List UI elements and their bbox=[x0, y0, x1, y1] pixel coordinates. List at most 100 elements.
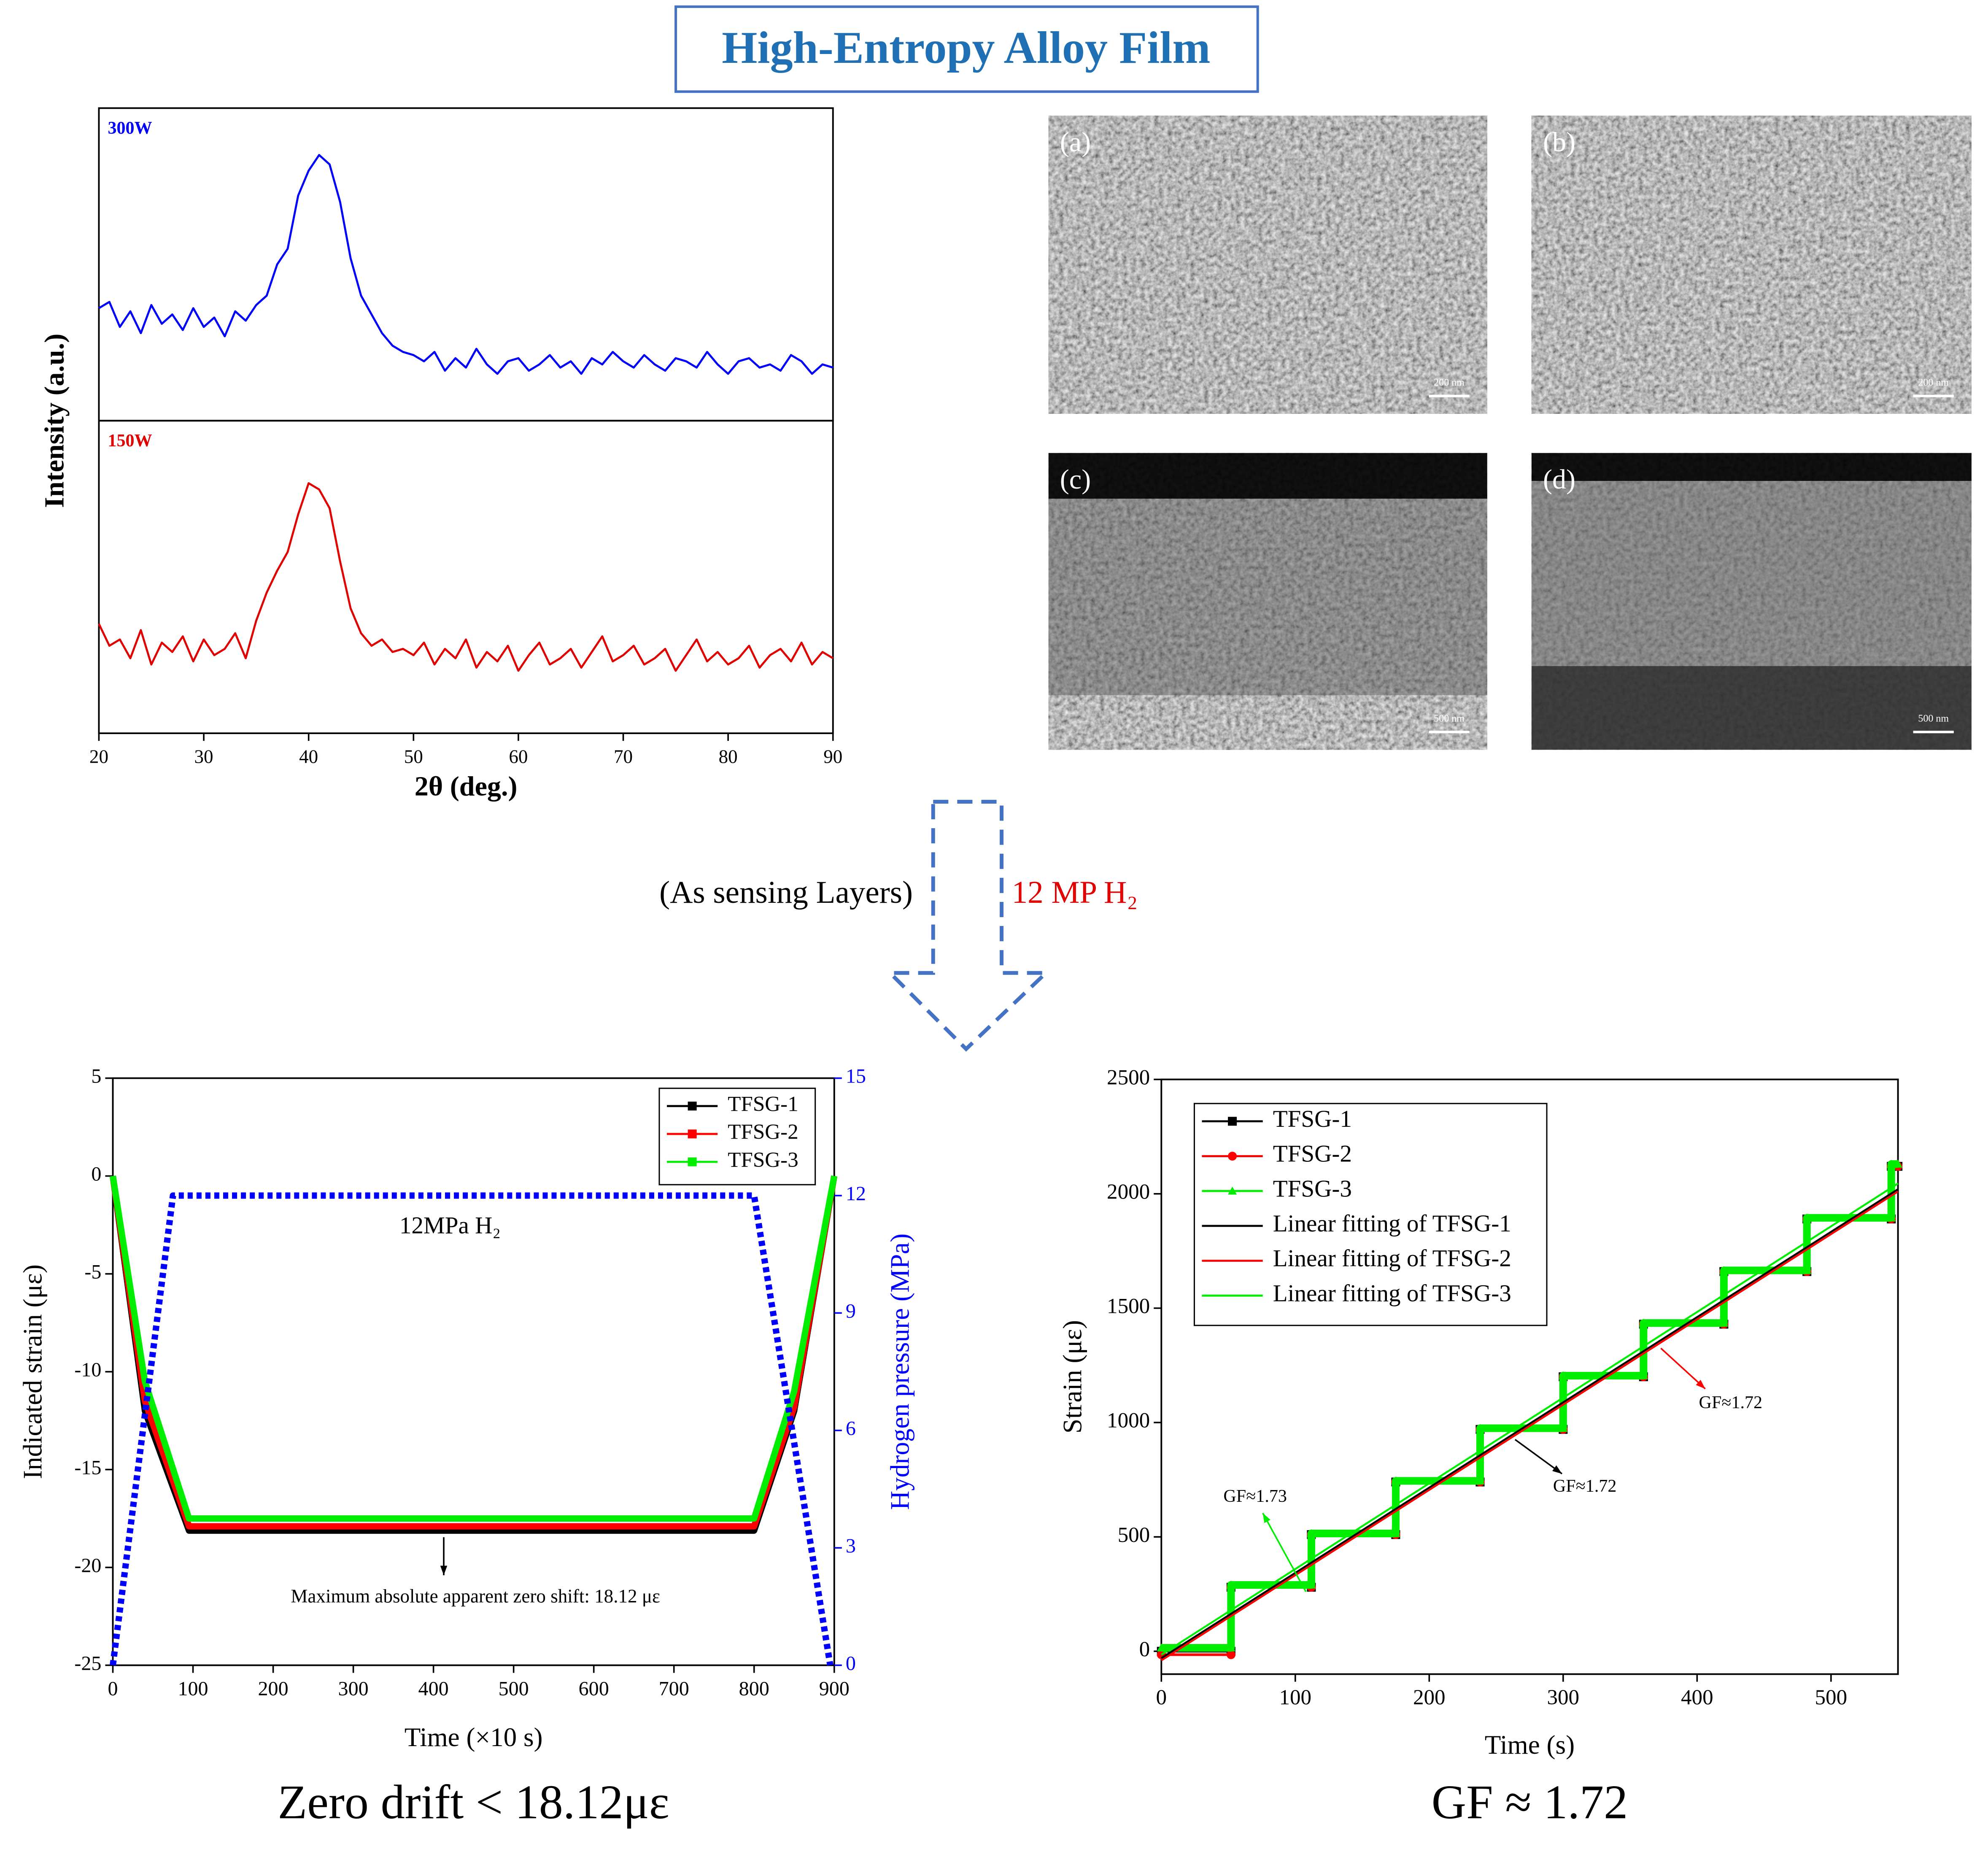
y2-tick-label: 0 bbox=[846, 1652, 856, 1674]
flow-label: (As sensing Layers) bbox=[659, 875, 913, 910]
panel-label: 300W bbox=[108, 119, 152, 138]
y2-axis-label: Hydrogen pressure (MPa) bbox=[885, 1234, 915, 1510]
flow-arrow bbox=[885, 799, 1051, 1052]
annotation-arrowhead bbox=[440, 1566, 448, 1575]
annotation: GF≈1.73 bbox=[1223, 1487, 1287, 1506]
scale-bar-label: 200 nm bbox=[1918, 377, 1949, 388]
series-line bbox=[1161, 1191, 1899, 1661]
y-axis-label: Strain (με) bbox=[1057, 1320, 1087, 1434]
sem-overlay bbox=[1531, 453, 1972, 481]
x-tick-label: 400 bbox=[418, 1677, 449, 1700]
legend-label: Linear fitting of TFSG-1 bbox=[1273, 1210, 1511, 1237]
y-tick-label: 1500 bbox=[1107, 1294, 1150, 1318]
marker bbox=[1391, 1529, 1400, 1537]
sem-label: (a) bbox=[1060, 127, 1091, 158]
series-line bbox=[1161, 1182, 1899, 1656]
legend-label: TFSG-2 bbox=[1273, 1141, 1352, 1167]
sem-overlay bbox=[1531, 666, 1972, 750]
marker bbox=[1228, 1152, 1237, 1161]
x-tick-label: 500 bbox=[1815, 1685, 1848, 1709]
flow-label: 12 MP H₂ bbox=[1012, 875, 1138, 910]
x-tick-label: 60 bbox=[509, 746, 528, 767]
y-axis-label: Intensity (a.u.) bbox=[39, 334, 70, 508]
marker bbox=[1391, 1476, 1400, 1485]
y-tick-label: 500 bbox=[1118, 1523, 1150, 1547]
legend-label: Linear fitting of TFSG-3 bbox=[1273, 1280, 1511, 1307]
x-tick-label: 200 bbox=[1413, 1685, 1446, 1709]
x-tick-label: 0 bbox=[1156, 1685, 1167, 1709]
x-tick-label: 800 bbox=[739, 1677, 769, 1700]
sem-label: (d) bbox=[1543, 464, 1575, 495]
y2-tick-label: 15 bbox=[846, 1065, 866, 1088]
annotation-arrowhead bbox=[1552, 1465, 1562, 1474]
marker bbox=[1475, 1424, 1485, 1432]
marker bbox=[1719, 1266, 1729, 1274]
series-line bbox=[98, 482, 834, 672]
x-tick-label: 200 bbox=[258, 1677, 289, 1700]
x-axis-label: Time (s) bbox=[1485, 1730, 1575, 1760]
panel-label: 150W bbox=[108, 431, 152, 451]
series-line bbox=[1161, 1188, 1899, 1659]
annotation-arrowhead bbox=[1696, 1380, 1705, 1389]
y-tick-label: 0 bbox=[1139, 1637, 1150, 1661]
marker bbox=[1887, 1159, 1896, 1168]
annotation-arrow bbox=[1262, 1512, 1307, 1592]
y2-tick-label: 6 bbox=[846, 1417, 856, 1440]
y-tick-label: -5 bbox=[84, 1261, 101, 1283]
sem-overlay bbox=[1048, 499, 1487, 695]
y-tick-label: -10 bbox=[74, 1359, 101, 1381]
x-tick-label: 100 bbox=[1279, 1685, 1311, 1709]
marker bbox=[1887, 1213, 1896, 1222]
x-tick-label: 900 bbox=[819, 1677, 850, 1700]
y-axis-label: Indicated strain (με) bbox=[18, 1264, 48, 1479]
sem-overlay bbox=[1531, 481, 1972, 666]
marker bbox=[1894, 1159, 1903, 1168]
chart-caption: GF ≈ 1.72 bbox=[1432, 1775, 1628, 1829]
series-line bbox=[110, 1175, 838, 1522]
legend-label: Linear fitting of TFSG-2 bbox=[1273, 1245, 1511, 1272]
y-tick-label: -25 bbox=[74, 1652, 101, 1674]
plot-frame bbox=[98, 420, 834, 734]
annotation: Maximum absolute apparent zero shift: 18… bbox=[291, 1585, 660, 1606]
marker bbox=[1226, 1650, 1235, 1659]
marker bbox=[1475, 1476, 1485, 1485]
marker bbox=[1802, 1266, 1812, 1274]
x-tick-label: 0 bbox=[108, 1677, 118, 1700]
sem-image bbox=[1048, 116, 1487, 414]
legend-box bbox=[658, 1088, 816, 1185]
y-tick-label: 0 bbox=[91, 1163, 101, 1185]
plot-frame bbox=[98, 107, 834, 422]
marker bbox=[1226, 1580, 1235, 1589]
sem-label: (c) bbox=[1060, 464, 1091, 495]
marker bbox=[688, 1129, 697, 1139]
x-axis-label: Time (×10 s) bbox=[405, 1722, 543, 1752]
x-tick-label: 300 bbox=[1547, 1685, 1579, 1709]
scale-bar-label: 500 nm bbox=[1434, 713, 1465, 724]
scale-bar-label: 500 nm bbox=[1918, 713, 1949, 724]
marker bbox=[1802, 1213, 1812, 1222]
legend-box bbox=[1193, 1103, 1548, 1326]
annotation-arrow bbox=[1660, 1347, 1706, 1390]
annotation: GF≈1.72 bbox=[1699, 1393, 1763, 1412]
x-tick-label: 600 bbox=[579, 1677, 609, 1700]
annotation-arrow bbox=[1514, 1439, 1563, 1474]
chart-caption: Zero drift < 18.12με bbox=[278, 1775, 669, 1829]
x-tick-label: 100 bbox=[178, 1677, 208, 1700]
y-tick-label: 2000 bbox=[1107, 1180, 1150, 1204]
legend-label: TFSG-1 bbox=[728, 1092, 798, 1116]
annotation: 12MPa H₂ bbox=[399, 1212, 501, 1239]
marker bbox=[1559, 1424, 1568, 1432]
series-line bbox=[98, 154, 834, 375]
marker bbox=[1559, 1371, 1568, 1380]
y-tick-label: -20 bbox=[74, 1554, 101, 1577]
annotation: GF≈1.72 bbox=[1553, 1477, 1617, 1496]
marker bbox=[1157, 1643, 1166, 1652]
x-tick-label: 70 bbox=[614, 746, 633, 767]
sem-image bbox=[1531, 116, 1972, 414]
x-tick-label: 40 bbox=[299, 746, 318, 767]
marker bbox=[1228, 1117, 1237, 1126]
legend-label: TFSG-3 bbox=[1273, 1175, 1352, 1202]
plot-frame bbox=[1160, 1078, 1899, 1675]
marker bbox=[1307, 1529, 1316, 1537]
